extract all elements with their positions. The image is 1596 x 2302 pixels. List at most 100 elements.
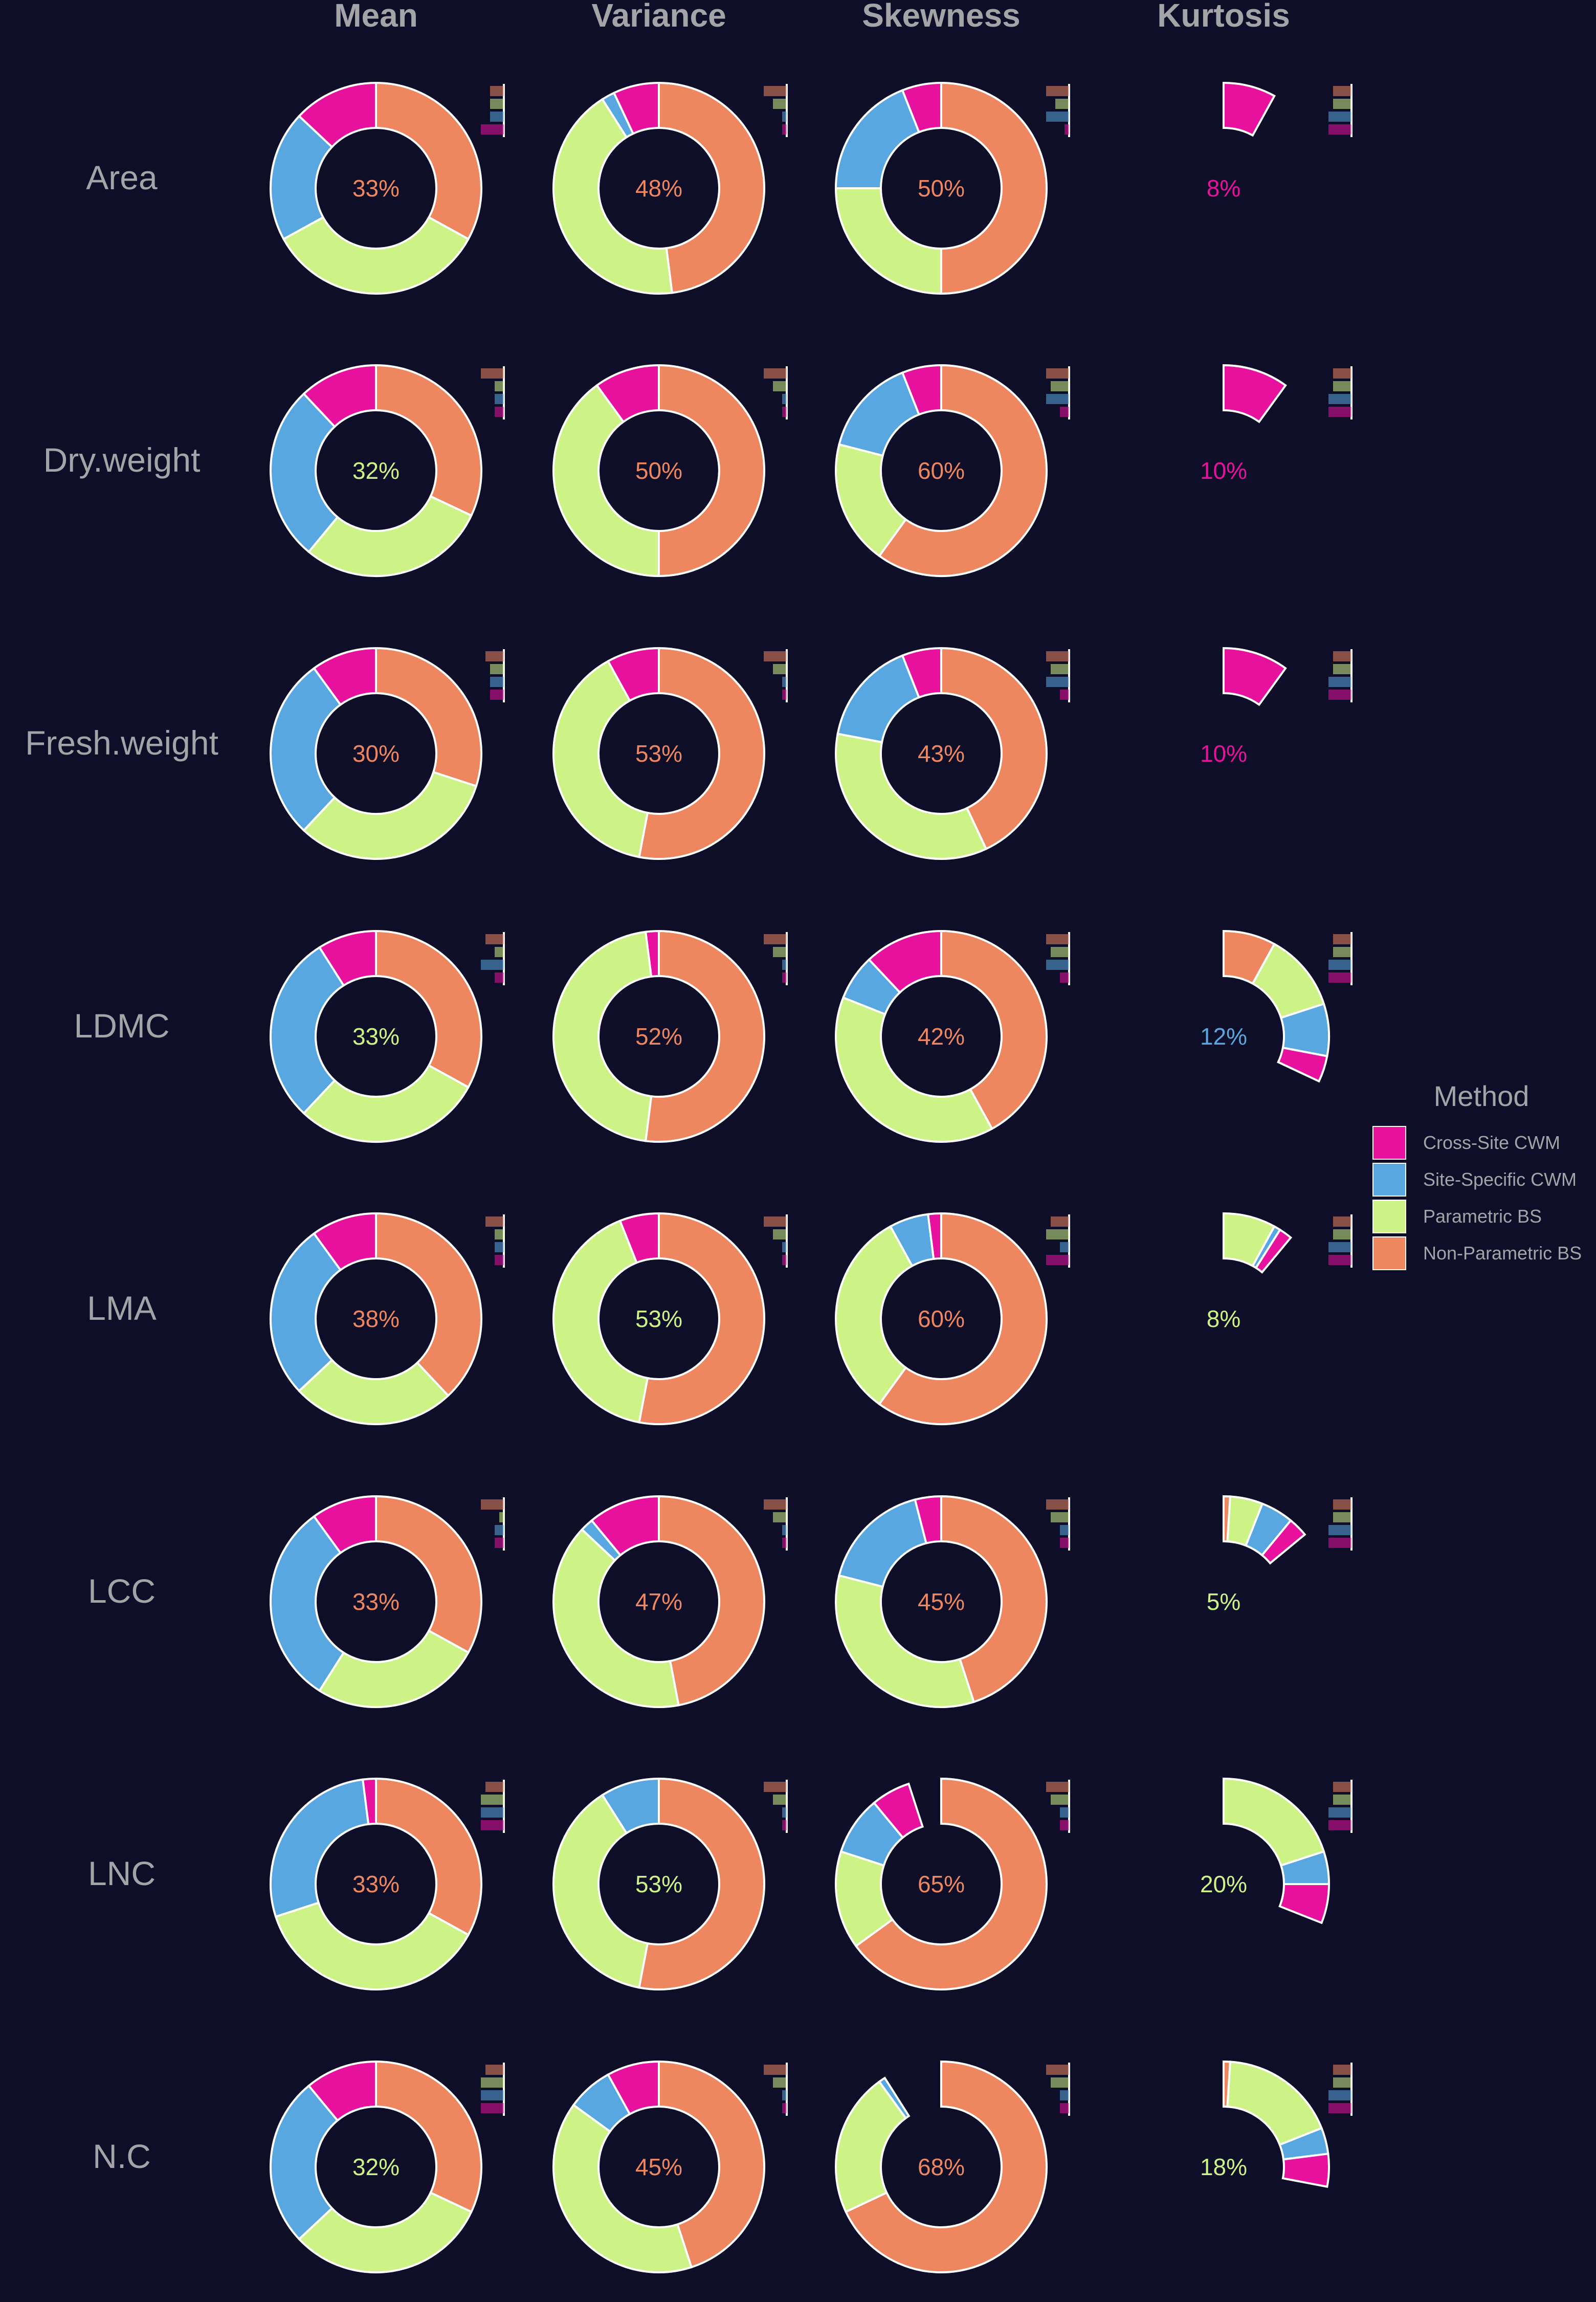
cell-dry-weight-kurtosis: 10% <box>1200 364 1353 484</box>
legend-swatch-parametric-bs <box>1372 1200 1406 1233</box>
row-label-fresh-weight: Fresh.weight <box>25 724 218 762</box>
donut-cells: 33% 48% 50% 8% 32% 50% 60% 10% 30% 53% 43% 10% 33% 52… <box>270 81 1353 2273</box>
side-bar <box>782 1242 787 1252</box>
side-bar <box>1046 368 1069 379</box>
side-bar <box>764 934 787 944</box>
side-bar <box>1065 124 1069 135</box>
side-bar <box>1060 2103 1069 2113</box>
slice-parametric-bs <box>835 996 993 1143</box>
percent-label: 10% <box>1200 740 1247 767</box>
side-bar <box>481 960 504 970</box>
side-bar <box>495 1255 504 1265</box>
side-bar <box>1046 1782 1069 1792</box>
slice-non-parametric-bs <box>638 1777 765 1990</box>
slice-non-parametric-bs <box>375 364 482 517</box>
side-bar <box>481 2077 504 2088</box>
slice-cross-site-cwm <box>318 929 377 987</box>
side-bar <box>1051 664 1069 674</box>
side-bar <box>773 1795 787 1805</box>
slice-cross-site-cwm <box>868 929 942 994</box>
percent-label: 12% <box>1200 1023 1247 1050</box>
slice-parametric-bs <box>307 495 473 577</box>
side-bar <box>490 664 504 674</box>
side-bar <box>1328 1525 1351 1535</box>
side-bar <box>773 947 787 957</box>
side-bar <box>1333 1499 1351 1510</box>
side-bar <box>481 2090 504 2100</box>
slice-parametric-bs <box>1223 1777 1325 1867</box>
cell-lcc-skewness: 45% <box>835 1495 1070 1708</box>
side-bar <box>481 368 504 379</box>
side-bar <box>1060 2090 1069 2100</box>
side-bar <box>1328 677 1351 687</box>
slice-site-specific-cwm <box>270 392 339 554</box>
cell-lcc-kurtosis: 5% <box>1207 1495 1353 1615</box>
percent-label: 8% <box>1207 175 1240 202</box>
percent-label: 45% <box>918 1588 965 1615</box>
cell-dry-weight-skewness: 60% <box>835 364 1070 577</box>
slice-non-parametric-bs <box>658 364 765 578</box>
slice-parametric-bs <box>282 216 470 295</box>
slice-cross-site-cwm <box>901 364 942 416</box>
slice-non-parametric-bs <box>375 81 482 240</box>
slice-non-parametric-bs <box>638 1212 765 1425</box>
slice-cross-site-cwm <box>307 2060 377 2122</box>
legend-label-parametric-bs: Parametric BS <box>1423 1206 1542 1227</box>
side-bar <box>495 1538 504 1548</box>
side-bar <box>481 1499 504 1510</box>
side-bar <box>490 690 504 700</box>
side-bar <box>1328 2103 1351 2113</box>
percent-label: 30% <box>352 740 400 767</box>
percent-label: 60% <box>918 1305 965 1332</box>
side-bar <box>764 651 787 661</box>
slice-cross-site-cwm <box>914 1495 942 1545</box>
side-bar <box>782 1807 787 1818</box>
slice-cross-site-cwm <box>595 364 660 424</box>
side-bar <box>782 960 787 970</box>
slice-cross-site-cwm <box>590 1495 660 1557</box>
cell-dry-weight-variance: 50% <box>552 364 788 578</box>
slice-non-parametric-bs <box>878 364 1048 577</box>
slice-non-parametric-bs <box>375 1777 482 1936</box>
side-bar <box>1328 2090 1351 2100</box>
side-bar <box>490 99 504 109</box>
side-bar <box>1328 407 1351 417</box>
side-bar <box>782 112 787 122</box>
cell-area-skewness: 50% <box>834 81 1070 295</box>
cell-ldmc-variance: 52% <box>552 929 788 1143</box>
slice-parametric-bs <box>835 2080 907 2214</box>
side-bar <box>782 1525 787 1535</box>
side-bar <box>773 99 787 109</box>
slice-cross-site-cwm <box>1281 2152 1330 2188</box>
side-bar <box>782 1538 787 1548</box>
side-bar <box>1328 1807 1351 1818</box>
side-bar <box>1333 1512 1351 1522</box>
column-title-skewness: Skewness <box>862 0 1021 34</box>
row-label-area: Area <box>86 159 158 196</box>
cell-lnc-variance: 53% <box>552 1777 788 1990</box>
slice-parametric-bs <box>1226 2061 1323 2146</box>
slice-parametric-bs <box>552 659 649 858</box>
percent-label: 32% <box>352 457 400 484</box>
side-bar <box>1333 1795 1351 1805</box>
percent-label: 60% <box>918 457 965 484</box>
cell-ldmc-mean: 33% <box>270 929 505 1143</box>
side-bar <box>773 1229 787 1239</box>
cell-ldmc-kurtosis: 12% <box>1200 929 1353 1083</box>
slice-parametric-bs <box>835 1574 976 1708</box>
slice-parametric-bs <box>552 1528 680 1708</box>
row-labels: Area Dry.weight Fresh.weight LDMC LMA LC… <box>25 159 218 2175</box>
side-bar <box>1333 1229 1351 1239</box>
slice-parametric-bs <box>552 931 653 1142</box>
side-bar <box>1046 394 1069 404</box>
column-titles: Mean Variance Skewness Kurtosis <box>334 0 1290 34</box>
side-bar <box>782 677 787 687</box>
slice-cross-site-cwm <box>612 81 660 135</box>
side-bar <box>485 2065 504 2075</box>
slice-non-parametric-bs <box>375 1212 482 1397</box>
cell-n-c-kurtosis: 18% <box>1200 2060 1353 2188</box>
slice-parametric-bs <box>274 1901 470 1990</box>
side-bar <box>764 1216 787 1227</box>
side-bar <box>1055 99 1069 109</box>
